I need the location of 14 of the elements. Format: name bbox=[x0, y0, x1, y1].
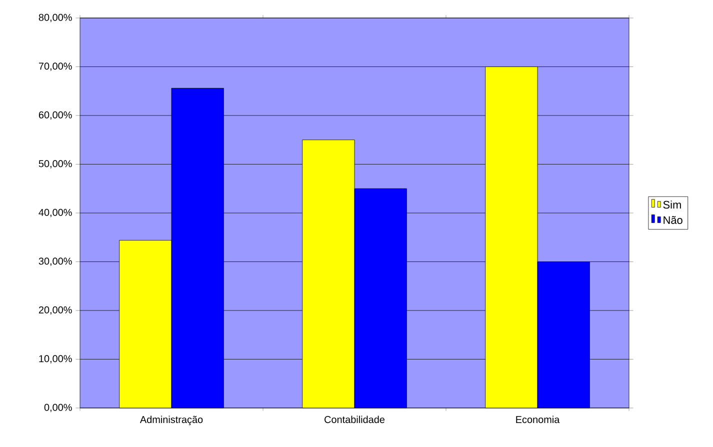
y-tick-label: 10,00% bbox=[39, 355, 72, 364]
y-tick-label: 0,00% bbox=[44, 404, 72, 412]
y-tick-label: 30,00% bbox=[38, 258, 72, 266]
x-tick-label: Economia bbox=[516, 416, 560, 424]
x-tick-label: Administração bbox=[140, 416, 203, 426]
y-tick-label: 70,00% bbox=[38, 62, 72, 71]
x-tick-label: Contabilidade bbox=[324, 416, 385, 424]
y-tick-label: 60,00% bbox=[38, 111, 72, 120]
y-tick-label: 50,00% bbox=[38, 160, 72, 168]
legend-label: Não bbox=[664, 216, 682, 224]
y-tick-label: 80,00% bbox=[38, 14, 72, 22]
y-tick-label: 40,00% bbox=[38, 208, 72, 218]
legend-label: Sim bbox=[663, 200, 681, 209]
y-tick-label: 20,00% bbox=[38, 306, 72, 315]
